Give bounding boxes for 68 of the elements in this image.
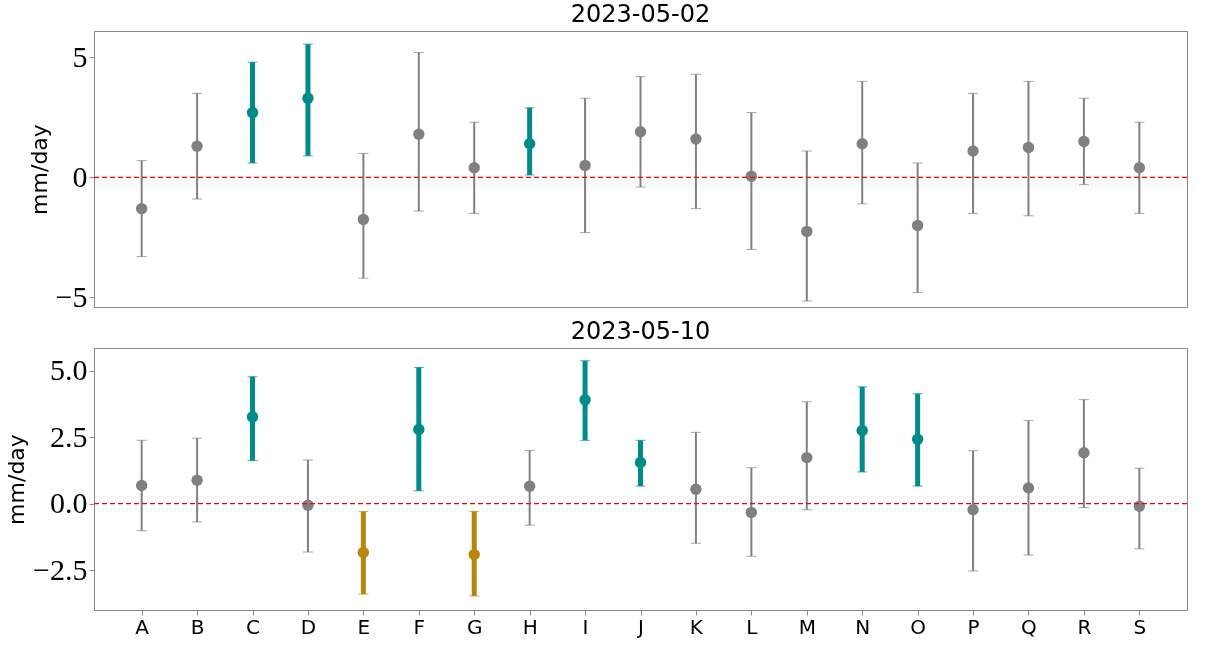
point: [801, 451, 813, 464]
point: [191, 474, 203, 486]
point: [1078, 447, 1090, 459]
x-tick-label: E: [357, 614, 371, 639]
point: [745, 506, 758, 519]
y-axis-title: mm/day: [26, 124, 52, 215]
point: [357, 546, 370, 559]
point: [801, 225, 813, 238]
point: [1022, 482, 1035, 494]
x-tick-label: D: [300, 614, 317, 639]
y-tick-label: 0.0: [50, 486, 88, 520]
point: [413, 128, 425, 140]
point: [191, 140, 203, 152]
point: [357, 213, 370, 226]
chart-title: 2023-05-02: [570, 0, 711, 28]
y-tick-label: −2.5: [33, 552, 88, 586]
x-tick-label: N: [855, 614, 871, 639]
point: [1078, 135, 1090, 148]
x-tick-label: F: [413, 614, 426, 639]
point: [246, 411, 259, 423]
point: [135, 202, 148, 215]
x-tick-label: G: [466, 614, 483, 639]
point: [579, 159, 591, 172]
x-tick-label: R: [1077, 614, 1092, 639]
y-axis-title: mm/day: [4, 434, 30, 525]
x-tick-label: S: [1133, 614, 1147, 639]
x-tick-label: Q: [1021, 614, 1037, 639]
y-tick-label: 5: [72, 39, 88, 73]
x-tick-label: B: [190, 614, 205, 639]
point: [523, 138, 536, 150]
y-tick-label: 0: [72, 159, 88, 193]
x-tick-label: O: [910, 614, 926, 639]
point: [745, 170, 758, 182]
y-tick-label: 5.0: [50, 353, 88, 387]
x-tick-label: K: [689, 614, 704, 639]
x-tick-label: J: [636, 614, 644, 639]
point: [690, 133, 702, 145]
point: [911, 433, 924, 445]
point: [302, 499, 314, 511]
chart-title: 2023-05-10: [570, 317, 711, 345]
point: [302, 92, 314, 104]
x-tick-label: M: [798, 614, 816, 639]
y-tick-label: −5: [55, 279, 88, 313]
point: [579, 394, 591, 406]
x-tick-label: I: [582, 614, 589, 639]
point: [246, 106, 259, 119]
y-tick-label: 2.5: [50, 419, 88, 453]
point: [856, 138, 868, 150]
point: [634, 126, 647, 138]
point: [413, 423, 425, 436]
point: [967, 145, 979, 157]
x-tick-label: C: [246, 614, 260, 639]
point: [1133, 162, 1146, 174]
point: [856, 424, 868, 437]
point: [690, 483, 702, 495]
point: [523, 480, 536, 492]
x-tick-label: L: [746, 614, 759, 639]
x-tick-label: H: [522, 614, 538, 639]
x-tick-label: A: [135, 614, 150, 639]
point: [967, 504, 979, 516]
point: [135, 479, 148, 492]
point: [1133, 500, 1146, 512]
point: [634, 456, 647, 469]
point: [911, 219, 924, 232]
point: [468, 162, 480, 174]
x-tick-label: P: [967, 614, 980, 639]
point: [468, 548, 480, 561]
point: [1022, 141, 1035, 154]
